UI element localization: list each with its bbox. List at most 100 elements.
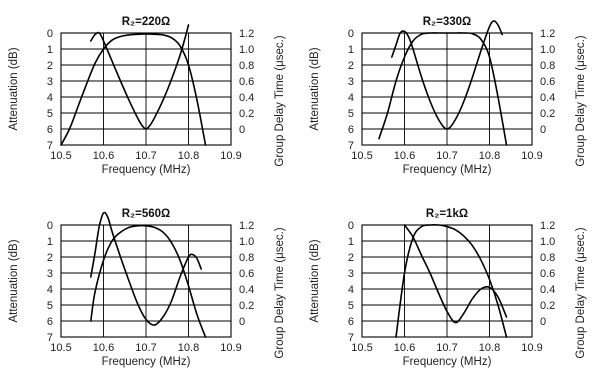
y-tick-label: 0 — [348, 220, 354, 232]
y-axis-label: Attenuation (dB) — [309, 239, 321, 322]
y2-tick-label: 0.2 — [540, 108, 555, 120]
y-tick-label: 5 — [47, 108, 53, 120]
x-tick-label: 10.8 — [178, 150, 199, 162]
x-tick-label: 10.9 — [220, 342, 241, 354]
chart-title: R₂=1kΩ — [426, 208, 468, 220]
y2-tick-label: 1.2 — [239, 28, 254, 40]
x-tick-label: 10.9 — [521, 150, 542, 162]
y-tick-label: 3 — [47, 76, 53, 88]
x-tick-label: 10.9 — [521, 342, 542, 354]
chart-title: R₂=220Ω — [122, 16, 171, 28]
y-tick-label: 6 — [348, 124, 354, 136]
y-tick-label: 4 — [47, 284, 53, 296]
group-delay-curve — [391, 20, 503, 130]
y-tick-label: 0 — [348, 28, 354, 40]
x-tick-label: 10.7 — [135, 342, 156, 354]
y2-tick-label: 0.8 — [540, 60, 555, 72]
y2-tick-label: 0.4 — [239, 284, 254, 296]
x-tick-label: 10.7 — [436, 150, 457, 162]
y2-tick-label: 0.8 — [239, 252, 254, 264]
y2-tick-label: 0 — [540, 316, 546, 328]
y-tick-label: 3 — [348, 268, 354, 280]
x-tick-label: 10.5 — [50, 342, 71, 354]
y2-axis-label: Group Delay Time (μsec.) — [274, 35, 286, 166]
y-axis-label: Attenuation (dB) — [309, 47, 321, 130]
y-tick-label: 1 — [47, 44, 53, 56]
y2-tick-label: 0 — [239, 316, 245, 328]
y2-axis-label: Group Delay Time (μsec.) — [575, 227, 587, 358]
x-tick-label: 10.8 — [479, 150, 500, 162]
y-tick-label: 3 — [47, 268, 53, 280]
x-axis-label: Frequency (MHz) — [403, 164, 492, 176]
y2-tick-label: 1.0 — [239, 44, 254, 56]
y-tick-label: 3 — [348, 76, 354, 88]
y2-tick-label: 1.0 — [540, 236, 555, 248]
y-tick-label: 4 — [348, 284, 354, 296]
group-delay-curve — [90, 24, 190, 130]
y-tick-label: 6 — [47, 316, 53, 328]
y-tick-label: 7 — [47, 332, 53, 344]
y-tick-label: 0 — [47, 28, 53, 40]
x-tick-label: 10.7 — [436, 342, 457, 354]
x-tick-label: 10.8 — [479, 342, 500, 354]
y2-tick-label: 0 — [540, 124, 546, 136]
y2-tick-label: 0.2 — [239, 300, 254, 312]
plot-frame — [60, 32, 232, 146]
y2-tick-label: 0.4 — [540, 92, 555, 104]
y-tick-label: 7 — [47, 140, 53, 152]
y-tick-label: 7 — [348, 140, 354, 152]
y2-tick-label: 0.6 — [540, 268, 555, 280]
y2-tick-label: 0.6 — [239, 268, 254, 280]
y-axis-label: Attenuation (dB) — [8, 47, 20, 130]
chart-title: R₂=330Ω — [423, 16, 472, 28]
attenuation-curve — [60, 33, 207, 146]
y-axis-label: Attenuation (dB) — [8, 239, 20, 322]
attenuation-curve — [90, 224, 207, 338]
x-tick-label: 10.9 — [220, 150, 241, 162]
y2-tick-label: 0.8 — [239, 60, 254, 72]
y-tick-label: 5 — [348, 108, 354, 120]
x-axis-label: Frequency (MHz) — [403, 356, 492, 368]
x-tick-label: 10.5 — [351, 150, 372, 162]
y2-tick-label: 0.8 — [540, 252, 555, 264]
y-tick-label: 1 — [47, 236, 53, 248]
y-tick-label: 1 — [348, 44, 354, 56]
y-tick-label: 5 — [47, 300, 53, 312]
y2-tick-label: 0.4 — [239, 92, 254, 104]
y2-tick-label: 0.6 — [239, 76, 254, 88]
x-tick-label: 10.5 — [50, 150, 71, 162]
y2-tick-label: 0.2 — [540, 300, 555, 312]
x-tick-label: 10.8 — [178, 342, 199, 354]
y2-tick-label: 1.2 — [540, 28, 555, 40]
y-tick-label: 6 — [47, 124, 53, 136]
y2-tick-label: 1.2 — [540, 220, 555, 232]
y2-tick-label: 1.0 — [540, 44, 555, 56]
y2-tick-label: 1.2 — [239, 220, 254, 232]
x-tick-label: 10.6 — [93, 342, 114, 354]
y-tick-label: 5 — [348, 300, 354, 312]
y2-tick-label: 1.0 — [239, 236, 254, 248]
y2-tick-label: 0.4 — [540, 284, 555, 296]
attenuation-curve — [378, 32, 508, 146]
y2-axis-label: Group Delay Time (μsec.) — [575, 35, 587, 166]
y-tick-label: 4 — [47, 92, 53, 104]
y-tick-label: 2 — [348, 252, 354, 264]
x-tick-label: 10.6 — [93, 150, 114, 162]
y-tick-label: 2 — [348, 60, 354, 72]
y2-tick-label: 0.6 — [540, 76, 555, 88]
plot-frame — [361, 224, 533, 338]
y-tick-label: 4 — [348, 92, 354, 104]
group-delay-curve — [90, 211, 202, 326]
y2-tick-label: 0 — [239, 124, 245, 136]
y-tick-label: 2 — [47, 60, 53, 72]
y-tick-label: 2 — [47, 252, 53, 264]
y-tick-label: 6 — [348, 316, 354, 328]
y-tick-label: 1 — [348, 236, 354, 248]
chart-title: R₂=560Ω — [122, 208, 171, 220]
group-delay-curve — [403, 224, 508, 324]
x-axis-label: Frequency (MHz) — [102, 356, 191, 368]
x-axis-label: Frequency (MHz) — [102, 164, 191, 176]
x-tick-label: 10.6 — [394, 150, 415, 162]
x-tick-label: 10.5 — [351, 342, 372, 354]
